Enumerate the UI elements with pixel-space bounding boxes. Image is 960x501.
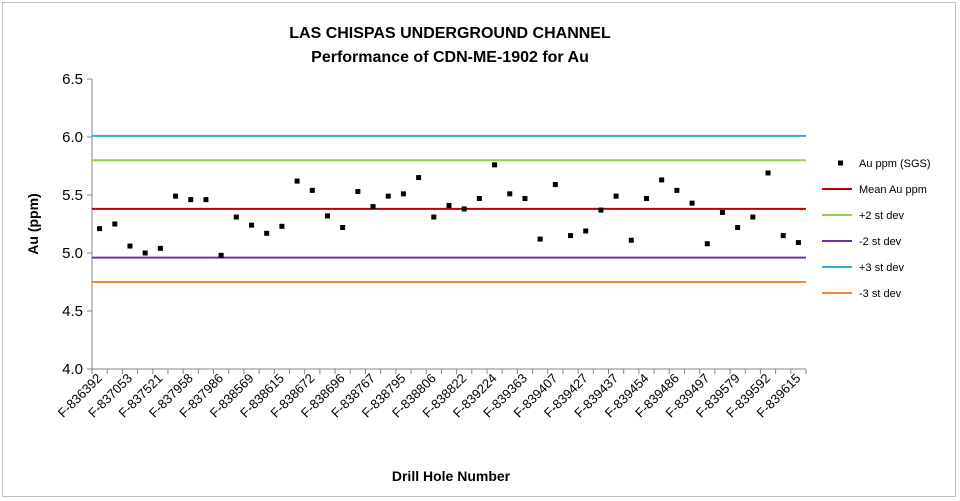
data-point bbox=[431, 214, 437, 220]
data-point bbox=[324, 213, 330, 219]
data-point bbox=[522, 195, 528, 201]
data-point bbox=[598, 207, 604, 213]
data-point bbox=[309, 187, 315, 193]
data-point bbox=[97, 226, 103, 232]
data-point bbox=[507, 191, 513, 197]
data-point bbox=[340, 224, 346, 230]
data-point bbox=[112, 221, 118, 227]
x-axis-title: Drill Hole Number bbox=[392, 468, 511, 484]
chart-title: LAS CHISPAS UNDERGROUND CHANNEL bbox=[289, 25, 611, 42]
data-point bbox=[294, 178, 300, 184]
legend-label: -3 st dev bbox=[859, 288, 902, 300]
y-tick-label: 5.5 bbox=[62, 187, 83, 204]
data-point bbox=[750, 214, 756, 220]
y-axis-title: Au (ppm) bbox=[25, 193, 41, 254]
data-point bbox=[264, 230, 270, 236]
data-point bbox=[400, 191, 406, 197]
legend-label: Mean Au ppm bbox=[859, 184, 927, 196]
data-point bbox=[218, 252, 224, 258]
data-point bbox=[704, 241, 710, 247]
data-point bbox=[355, 189, 361, 195]
data-point bbox=[157, 245, 163, 251]
data-point bbox=[492, 162, 498, 168]
y-tick-label: 6.0 bbox=[62, 129, 83, 146]
data-point bbox=[446, 202, 452, 208]
data-point bbox=[476, 195, 482, 201]
data-point bbox=[583, 228, 589, 234]
data-point bbox=[203, 197, 209, 203]
data-point bbox=[416, 175, 422, 181]
data-point bbox=[674, 187, 680, 193]
legend-label: Au ppm (SGS) bbox=[859, 158, 931, 170]
legend-label: -2 st dev bbox=[859, 236, 902, 248]
legend-label: +3 st dev bbox=[859, 262, 904, 274]
data-point bbox=[568, 233, 574, 239]
data-point bbox=[385, 193, 391, 199]
y-tick-label: 5.0 bbox=[62, 245, 83, 262]
data-point bbox=[188, 197, 194, 203]
data-point bbox=[142, 250, 148, 256]
data-point bbox=[613, 193, 619, 199]
data-point bbox=[233, 214, 239, 220]
data-point bbox=[370, 204, 376, 210]
data-point bbox=[643, 195, 649, 201]
data-point bbox=[719, 209, 725, 215]
data-point bbox=[735, 224, 741, 230]
data-point bbox=[659, 177, 665, 183]
y-tick-label: 6.5 bbox=[62, 71, 83, 88]
data-point bbox=[537, 236, 543, 242]
data-point bbox=[461, 206, 467, 212]
data-point bbox=[279, 223, 285, 229]
y-tick-label: 4.5 bbox=[62, 303, 83, 320]
data-point bbox=[689, 200, 695, 206]
data-point bbox=[780, 233, 786, 239]
data-point bbox=[765, 170, 771, 176]
data-point bbox=[173, 193, 179, 199]
data-point bbox=[249, 222, 255, 228]
plot-area: 4.04.55.05.56.06.5F-836392F-837053F-8375… bbox=[55, 71, 807, 420]
legend-label: +2 st dev bbox=[859, 210, 904, 222]
data-point bbox=[795, 240, 801, 246]
chart-subtitle: Performance of CDN-ME-1902 for Au bbox=[311, 49, 589, 66]
legend: Au ppm (SGS) Mean Au ppm +2 st dev -2 st de… bbox=[822, 158, 931, 300]
data-point bbox=[127, 243, 133, 249]
legend-marker-scatter bbox=[838, 160, 843, 166]
y-tick-label: 4.0 bbox=[62, 361, 83, 378]
data-point bbox=[552, 182, 558, 188]
data-point bbox=[628, 237, 634, 243]
